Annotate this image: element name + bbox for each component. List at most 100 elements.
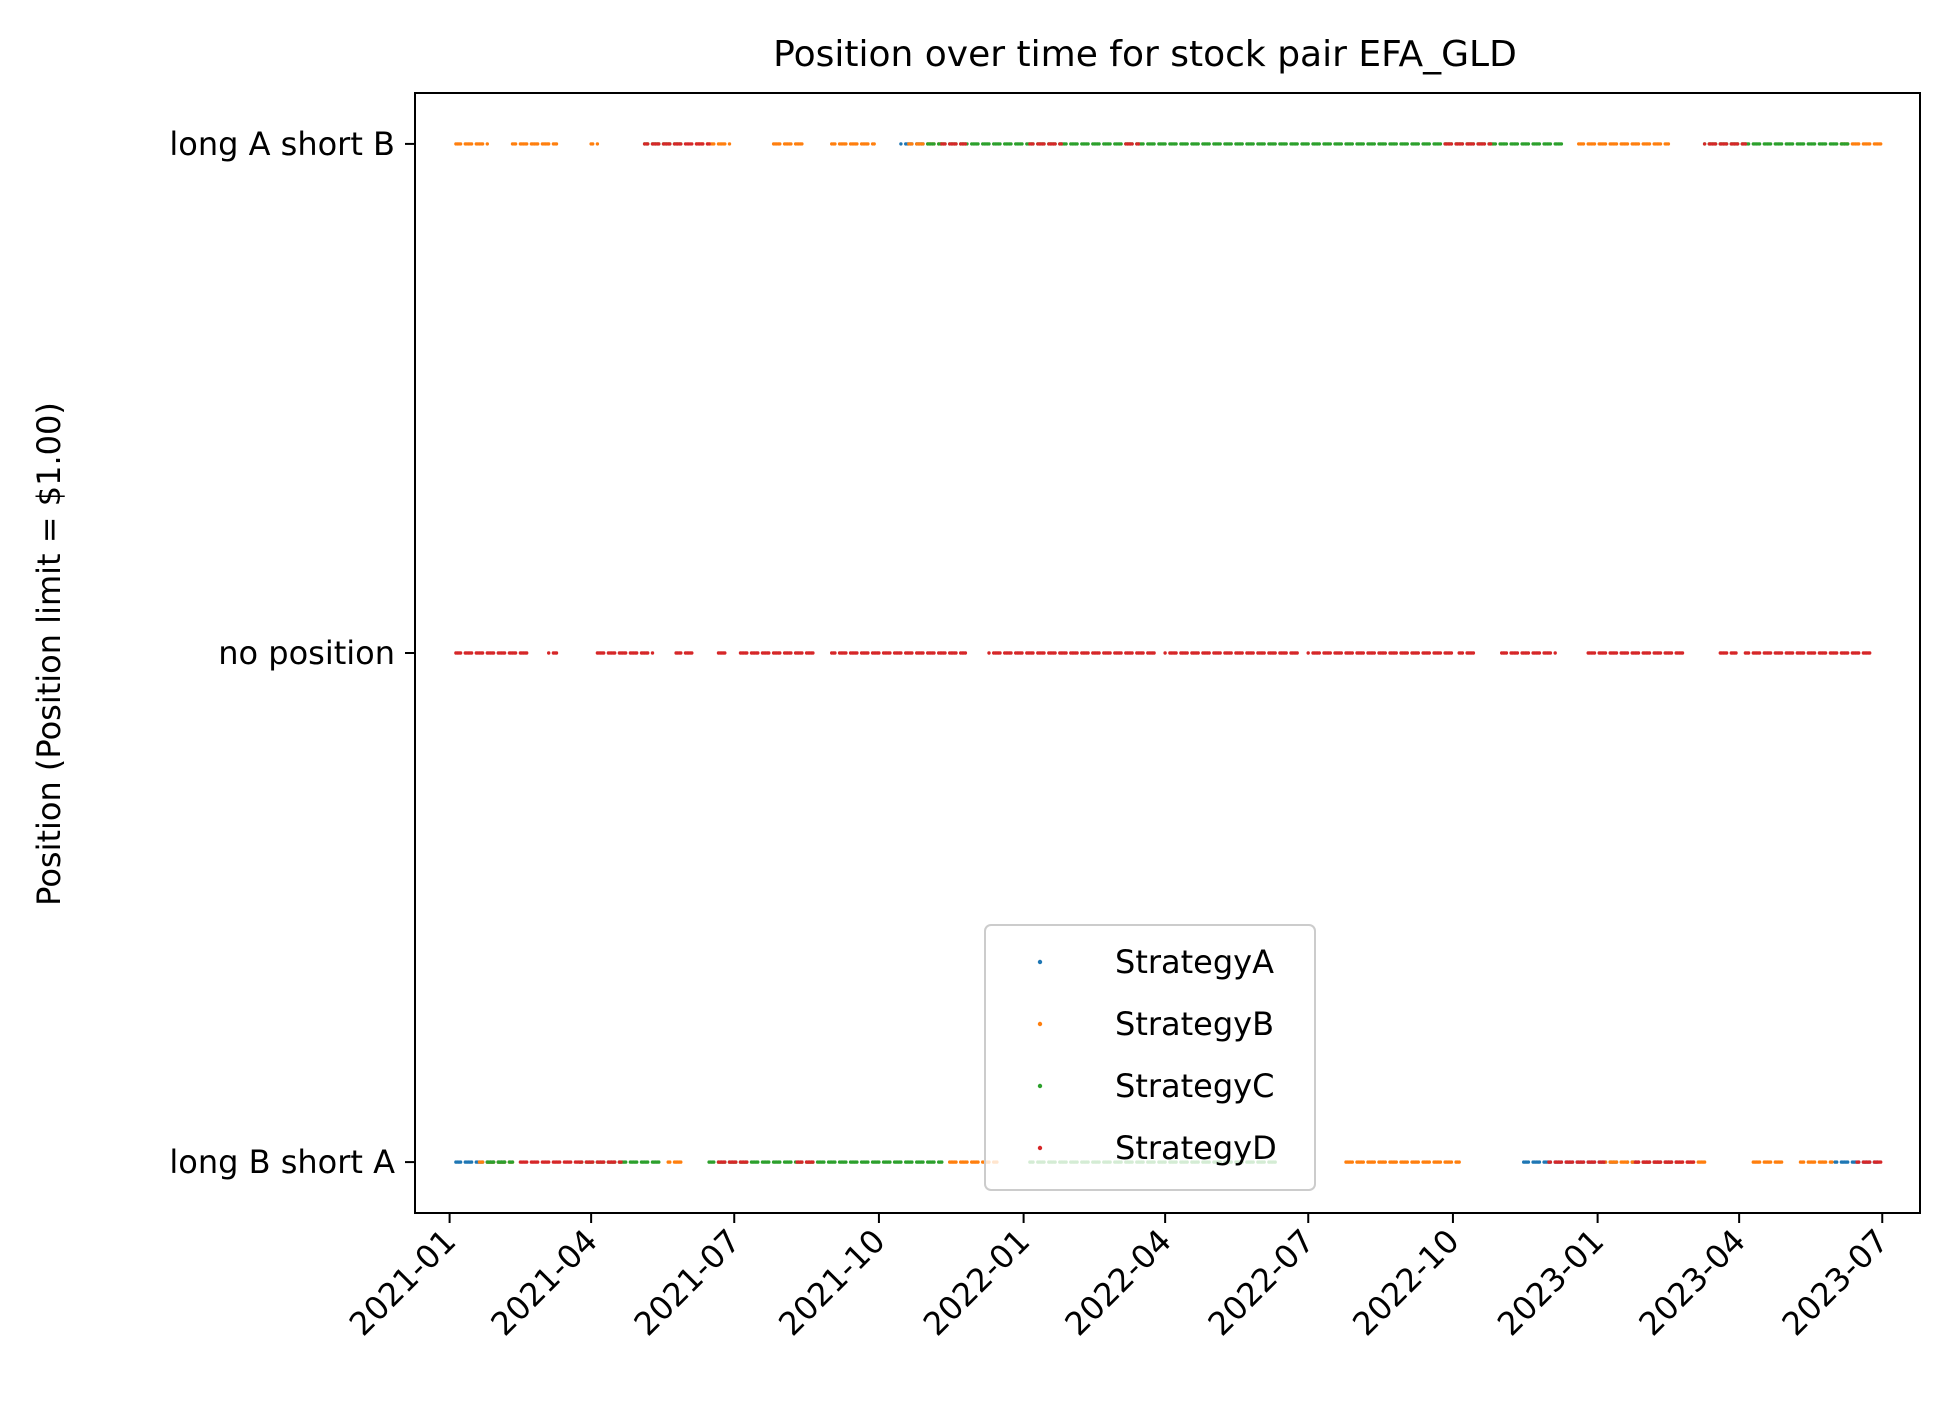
data-point — [1273, 142, 1277, 146]
data-point — [1130, 142, 1134, 146]
data-point — [811, 651, 815, 655]
data-point — [1141, 651, 1145, 655]
data-point — [844, 1160, 848, 1164]
data-point — [646, 142, 650, 146]
data-point — [1636, 142, 1641, 146]
data-point — [1526, 1160, 1531, 1164]
data-point — [510, 1160, 515, 1164]
data-point — [513, 651, 518, 655]
data-point — [1383, 1160, 1388, 1164]
data-point — [1857, 1160, 1861, 1164]
data-point — [1416, 651, 1421, 655]
data-point — [1042, 142, 1046, 146]
data-point — [646, 651, 650, 655]
data-point — [778, 142, 782, 146]
data-point — [1515, 142, 1520, 146]
data-point — [1548, 651, 1553, 655]
data-point — [1868, 142, 1872, 146]
data-point — [624, 651, 628, 655]
data-point — [1835, 142, 1839, 146]
y-tick-label: no position — [218, 634, 395, 672]
data-point — [1734, 651, 1738, 655]
data-point — [877, 1160, 881, 1164]
data-point — [1614, 142, 1619, 146]
data-point — [1438, 1160, 1443, 1164]
data-point — [899, 651, 903, 655]
data-point — [932, 1160, 936, 1164]
data-point — [1053, 651, 1057, 655]
x-tick-label: 2021-10 — [771, 1222, 892, 1343]
data-point — [921, 651, 925, 655]
data-point — [1592, 142, 1597, 146]
data-point — [1846, 651, 1850, 655]
data-point — [1152, 651, 1156, 655]
data-point — [1691, 1160, 1696, 1164]
x-tick-label: 2021-04 — [483, 1222, 604, 1343]
data-point — [1526, 142, 1531, 146]
data-point — [1868, 651, 1872, 655]
data-point — [745, 651, 749, 655]
data-point — [1614, 1160, 1619, 1164]
data-point — [502, 651, 507, 655]
data-point — [1207, 651, 1211, 655]
data-point — [1449, 142, 1454, 146]
data-point — [1064, 651, 1068, 655]
data-point — [1097, 142, 1101, 146]
legend-label: StrategyD — [1115, 1129, 1277, 1167]
data-point — [866, 651, 870, 655]
data-point — [910, 142, 914, 146]
data-point — [756, 651, 760, 655]
data-point — [595, 142, 600, 146]
x-tick-label: 2022-01 — [916, 1222, 1037, 1343]
data-point — [1614, 651, 1619, 655]
data-point — [1449, 1160, 1454, 1164]
data-point — [1779, 142, 1784, 146]
data-point — [712, 142, 716, 146]
data-point — [940, 1160, 944, 1164]
data-point — [1823, 142, 1828, 146]
data-point — [1647, 1160, 1652, 1164]
x-tick-label: 2023-01 — [1490, 1222, 1611, 1343]
data-point — [1647, 142, 1652, 146]
data-point — [1702, 1160, 1707, 1164]
data-point — [1666, 142, 1671, 146]
data-point — [1790, 142, 1795, 146]
legend-marker — [1037, 1145, 1043, 1151]
data-point — [963, 651, 968, 655]
legend: StrategyA StrategyB StrategyC StrategyD — [984, 924, 1316, 1191]
legend-marker — [1037, 1083, 1043, 1089]
data-point — [458, 142, 463, 146]
data-point — [502, 1160, 507, 1164]
data-point — [1185, 142, 1189, 146]
data-point — [822, 1160, 826, 1164]
data-point — [1779, 1160, 1784, 1164]
data-point — [1284, 651, 1288, 655]
data-point — [591, 142, 595, 146]
data-point — [921, 1160, 925, 1164]
data-point — [513, 142, 518, 146]
data-point — [491, 651, 496, 655]
data-point — [987, 142, 991, 146]
data-point — [1361, 1160, 1366, 1164]
data-point — [1350, 142, 1355, 146]
data-point — [954, 651, 958, 655]
data-point — [469, 1160, 474, 1164]
data-point — [1746, 651, 1751, 655]
data-point — [1658, 651, 1663, 655]
data-point — [1427, 1160, 1432, 1164]
data-point — [1372, 1160, 1377, 1164]
data-point — [1493, 142, 1498, 146]
data-point — [998, 142, 1002, 146]
data-point — [1724, 651, 1729, 655]
data-point — [976, 142, 980, 146]
data-point — [536, 142, 540, 146]
data-point — [1592, 1160, 1597, 1164]
data-point — [602, 651, 606, 655]
data-point — [613, 1160, 617, 1164]
data-point — [1064, 142, 1068, 146]
data-point — [767, 1160, 771, 1164]
data-point — [1801, 142, 1806, 146]
data-point — [1108, 651, 1112, 655]
x-tick-label: 2022-04 — [1057, 1222, 1178, 1343]
data-point — [1603, 142, 1608, 146]
